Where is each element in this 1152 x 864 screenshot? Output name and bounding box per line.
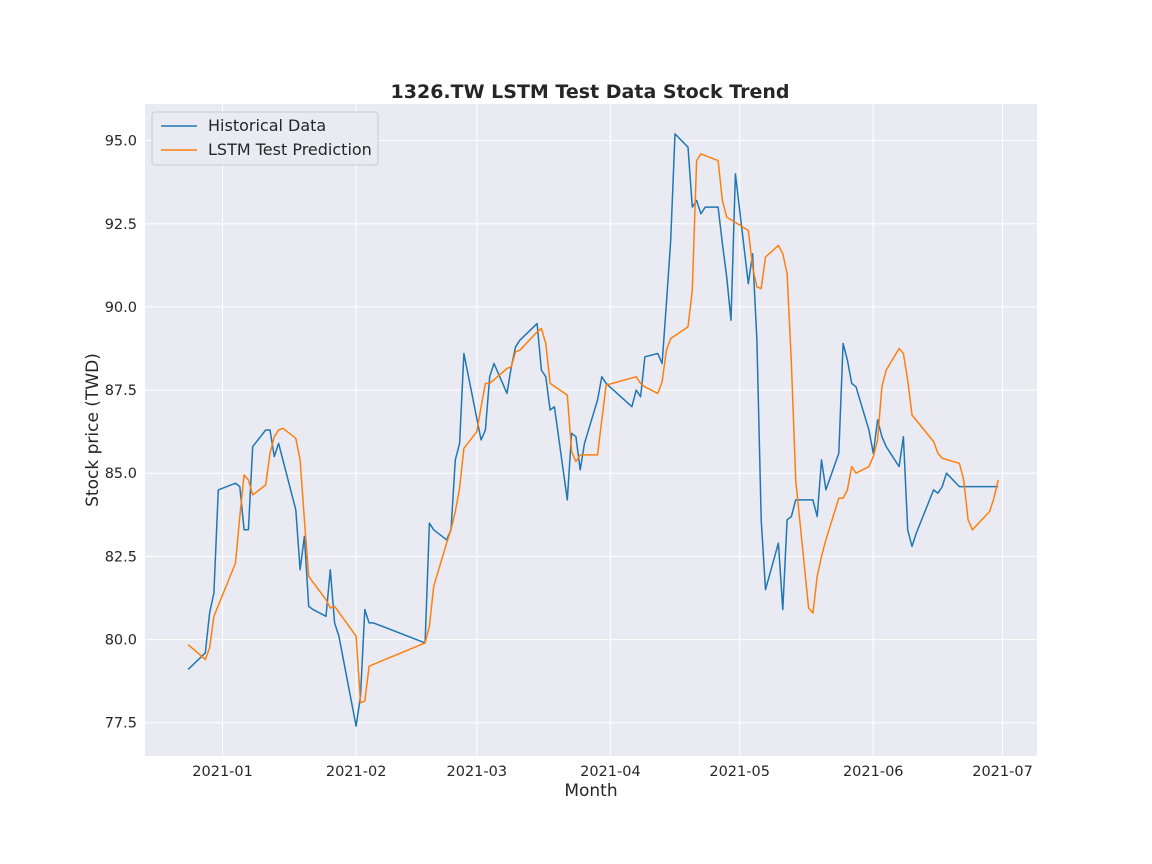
x-tick-label: 2021-07	[972, 764, 1033, 780]
y-tick-label: 92.5	[105, 217, 137, 233]
x-tick-label: 2021-04	[580, 764, 641, 780]
historical-data-line	[187, 133, 999, 727]
y-tick-label: 95.0	[105, 134, 137, 150]
x-tick-label: 2021-02	[326, 764, 387, 780]
x-tick-label: 2021-03	[447, 764, 508, 780]
y-tick-labels: 77.5 80.0 82.5 85.0 87.5 90.0 92.5 95.0	[105, 134, 137, 732]
y-tick-label: 77.5	[105, 716, 137, 732]
chart-title: 1326.TW LSTM Test Data Stock Trend	[391, 81, 790, 103]
y-tick-label: 80.0	[105, 633, 137, 649]
legend-label-historical: Historical Data	[208, 116, 326, 135]
legend-label-prediction: LSTM Test Prediction	[208, 140, 372, 159]
series-lines	[187, 133, 999, 727]
y-tick-label: 90.0	[105, 300, 137, 316]
x-tick-label: 2021-01	[192, 764, 253, 780]
x-tick-label: 2021-05	[709, 764, 770, 780]
x-axis-label: Month	[564, 781, 617, 801]
y-tick-label: 85.0	[105, 466, 137, 482]
y-axis-label: Stock price (TWD)	[83, 353, 103, 507]
legend: Historical Data LSTM Test Prediction	[151, 111, 379, 166]
y-tick-label: 82.5	[105, 549, 137, 565]
legend-box	[151, 111, 379, 166]
x-tick-label: 2021-06	[843, 764, 904, 780]
x-tick-labels: 2021-01 2021-02 2021-03 2021-04 2021-05 2021-…	[192, 764, 1033, 780]
y-tick-label: 87.5	[105, 383, 137, 399]
plot-area	[145, 104, 1037, 756]
lstm-prediction-line	[187, 153, 999, 704]
